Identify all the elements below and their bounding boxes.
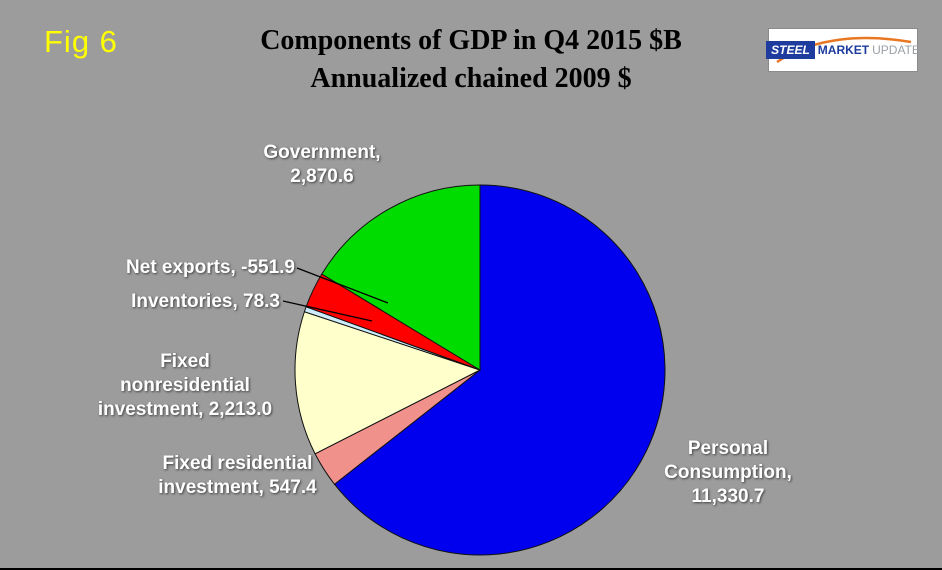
- label-line: Government,: [263, 142, 381, 163]
- pie-slice-government: [321, 184, 481, 371]
- label-line: Personal: [687, 438, 769, 459]
- label-fixed-nonresidential-investment: Fixed nonresidential investment, 2,213.0: [80, 350, 290, 422]
- label-line: Fixed residential: [162, 453, 313, 474]
- chart-title-line-1: Components of GDP in Q4 2015 $B: [260, 25, 682, 56]
- label-line: Fixed: [160, 351, 210, 372]
- logo-market-text: MARKET: [817, 43, 870, 57]
- label-personal-consumption: Personal Consumption, 11,330.7: [628, 437, 828, 509]
- leader-line-net-exports: [296, 267, 389, 304]
- pie-slice-personal-consumption: [333, 184, 666, 556]
- label-line: Inventories, 78.3: [131, 291, 280, 312]
- chart-title-line-2: Annualized chained 2009 $: [310, 63, 632, 94]
- label-inventories: Inventories, 78.3: [85, 290, 280, 314]
- pie-slices-group: [294, 184, 666, 556]
- logo-update-text: UPDATE: [872, 43, 920, 57]
- label-line: 2,870.6: [290, 166, 354, 187]
- label-line: Net exports, -551.9: [126, 257, 295, 278]
- leader-lines-group: [282, 267, 389, 322]
- label-government: Government, 2,870.6: [222, 141, 422, 189]
- figure-number-label: Fig 6: [44, 24, 118, 59]
- label-line: Consumption,: [664, 462, 792, 483]
- chart-title: Components of GDP in Q4 2015 $B Annualiz…: [171, 22, 771, 98]
- label-net-exports: Net exports, -551.9: [95, 256, 295, 280]
- label-fixed-residential-investment: Fixed residential investment, 547.4: [130, 452, 345, 500]
- label-line: investment, 2,213.0: [97, 399, 273, 420]
- label-line: nonresidential: [120, 375, 250, 396]
- pie-slice-fixed-nonresidential-investment: [294, 311, 482, 455]
- label-line: investment, 547.4: [158, 477, 317, 498]
- logo-steel-text: STEEL: [766, 41, 815, 59]
- label-line: 11,330.7: [691, 486, 765, 507]
- leader-line-inventories: [282, 300, 373, 322]
